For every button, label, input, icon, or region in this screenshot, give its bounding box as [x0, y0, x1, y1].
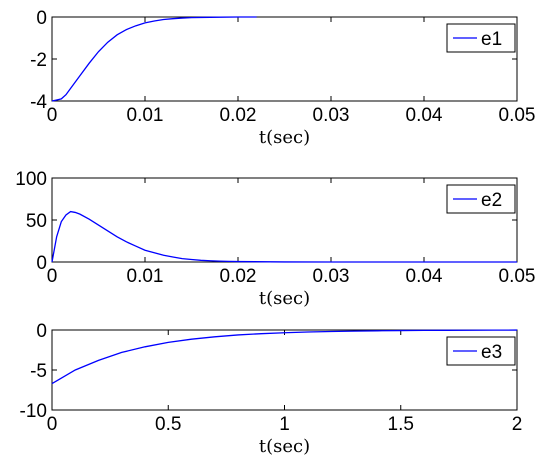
x-tick-label: 0	[47, 105, 58, 126]
legend: e3	[446, 336, 516, 366]
x-tick-label: 0.04	[406, 266, 443, 287]
x-tick-label: 1	[279, 414, 290, 435]
y-tick-label: -4	[30, 92, 47, 113]
y-tick-label: -10	[20, 401, 47, 422]
y-tick-label: 0	[36, 8, 47, 29]
y-tick-label: -2	[30, 50, 47, 71]
series-line-e2	[51, 210, 517, 263]
legend-label: e3	[481, 342, 502, 363]
axes-box	[51, 177, 518, 263]
x-axis-label: t(sec)	[259, 288, 310, 309]
x-tick-label: 0	[47, 414, 58, 435]
x-tick-label: 1.5	[388, 414, 414, 435]
x-tick-label: 0	[47, 266, 58, 287]
x-tick-label: 0.03	[313, 105, 350, 126]
legend: e1	[446, 23, 516, 53]
x-tick-label: 0.02	[220, 266, 257, 287]
y-tick-label: 50	[26, 211, 47, 232]
x-axis-label: t(sec)	[259, 127, 310, 148]
legend-label: e2	[481, 190, 502, 211]
x-tick-label: 0.04	[406, 105, 443, 126]
legend: e2	[446, 184, 516, 214]
y-tick-label: 0	[36, 253, 47, 274]
y-tick-label: -5	[30, 361, 47, 382]
x-tick-label: 0.02	[220, 105, 257, 126]
subplot-3: 0 0.5 1 1.5 2 -10 -5 0 t(sec) e3	[20, 321, 523, 457]
y-tick-label: 0	[36, 321, 47, 342]
x-axis-label: t(sec)	[259, 436, 310, 457]
series-line-e3	[51, 329, 518, 385]
x-tick-label: 0.03	[313, 266, 350, 287]
axes-box	[51, 16, 518, 102]
x-tick-label: 2	[512, 414, 523, 435]
subplot-2: 0 0.01 0.02 0.03 0.04 0.05 0 50 100 t(sec) e2	[15, 169, 535, 309]
legend-label: e1	[481, 29, 502, 50]
x-tick-label: 0.05	[499, 105, 536, 126]
x-tick-label: 0.5	[155, 414, 181, 435]
series-line-e1	[51, 16, 257, 102]
x-tick-label: 0.01	[127, 266, 164, 287]
subplot-1: 0 0.01 0.02 0.03 0.04 0.05 -4 -2 0 t(sec) e1	[30, 8, 535, 148]
x-tick-label: 0.01	[127, 105, 164, 126]
y-tick-label: 100	[15, 169, 47, 190]
axes-box	[51, 329, 518, 411]
x-tick-label: 0.05	[499, 266, 536, 287]
